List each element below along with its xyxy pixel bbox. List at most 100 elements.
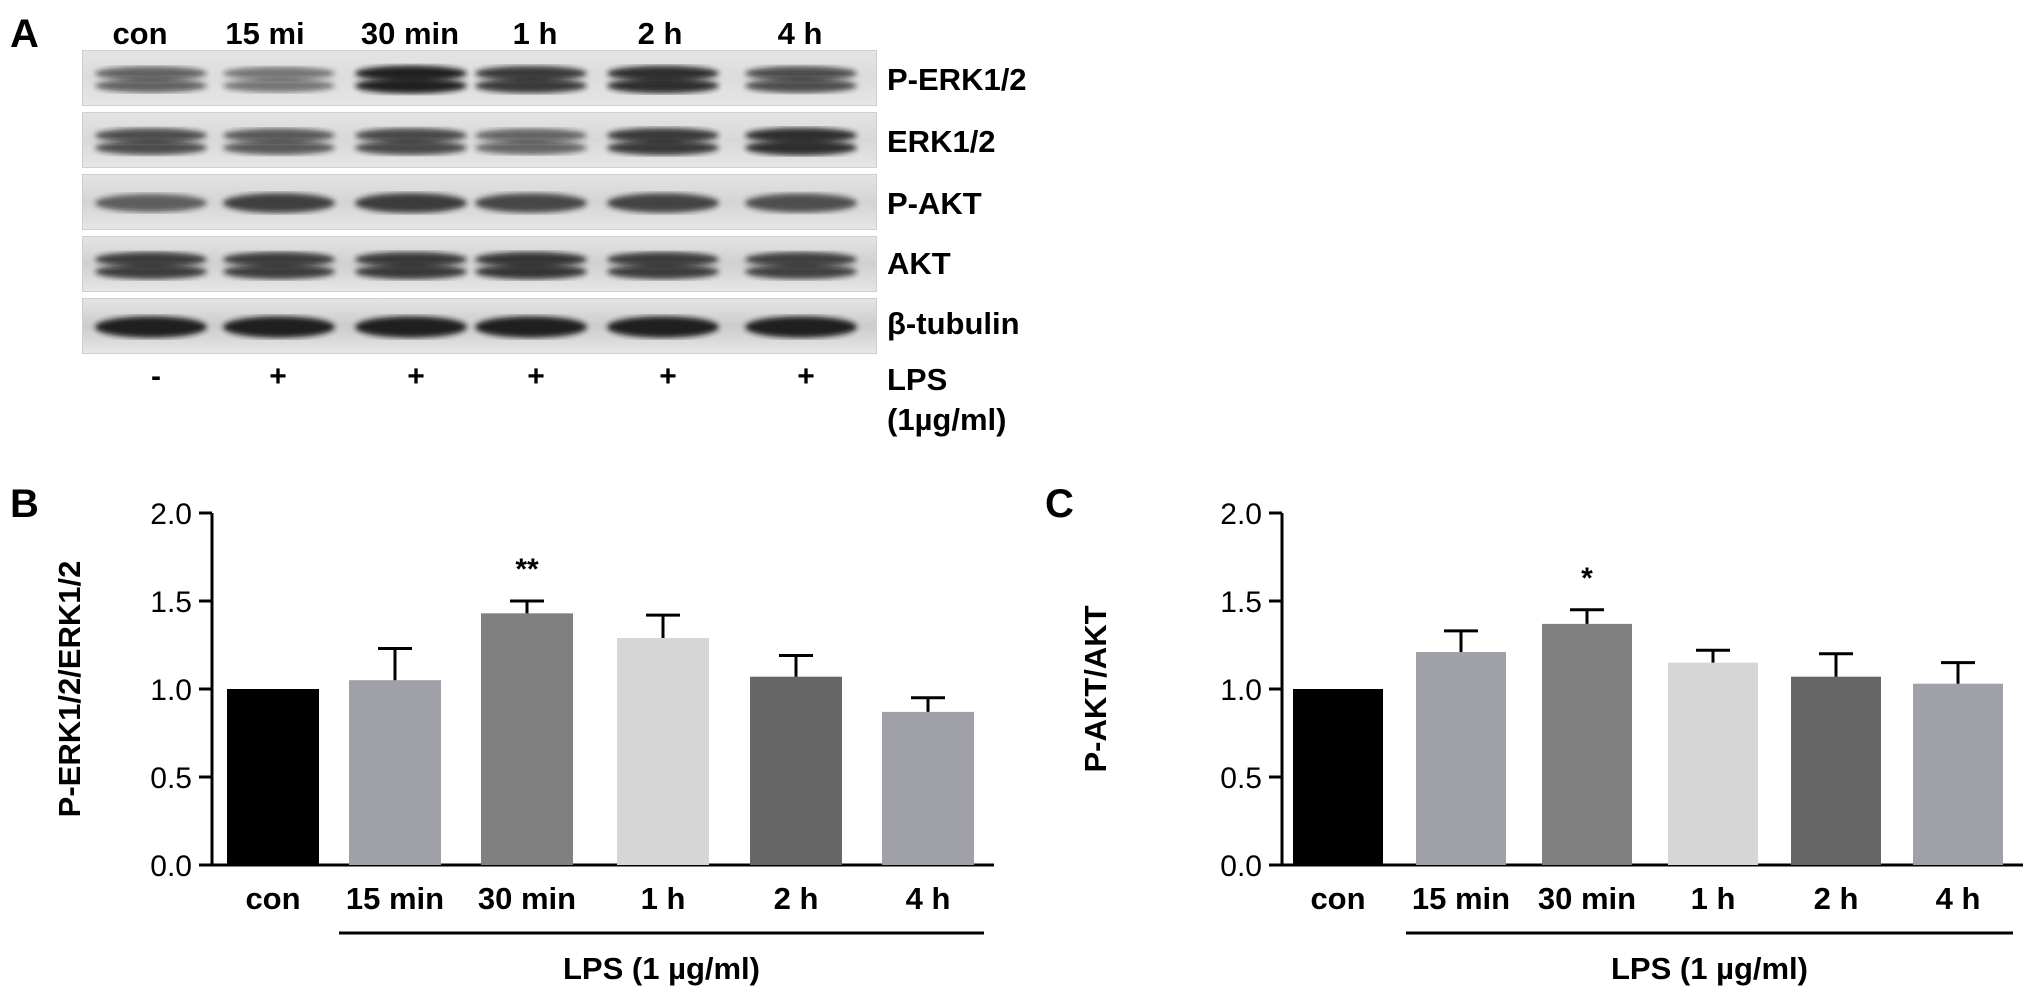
bar — [349, 680, 441, 865]
lps-sign: + — [527, 360, 545, 393]
blot-band — [223, 66, 335, 80]
blot-strip — [82, 174, 877, 230]
lps-sign: + — [659, 360, 677, 393]
bar — [750, 676, 842, 865]
blot-band — [607, 193, 719, 213]
blot-band — [475, 65, 587, 81]
y-tick-label: 0.0 — [150, 850, 192, 883]
blot-label-p-erk: P-ERK1/2 — [887, 62, 1027, 97]
blot-band — [475, 140, 587, 155]
bar — [1913, 683, 2003, 865]
blot-label-p-akt: P-AKT — [887, 186, 982, 221]
blot-band — [95, 252, 207, 267]
x-tick-label: 1 h — [641, 881, 686, 916]
blot-band — [607, 140, 719, 156]
blot-band — [355, 251, 467, 267]
blot-strip — [82, 236, 877, 292]
x-tick-label: 30 min — [478, 881, 576, 916]
blot-band — [95, 193, 207, 213]
blot-band — [607, 252, 719, 267]
blot-bands — [95, 251, 857, 280]
bar — [1542, 623, 1632, 865]
blot-band — [95, 316, 207, 338]
blot-band — [355, 77, 467, 94]
blot-band — [95, 264, 207, 280]
blot-band — [607, 78, 719, 94]
x-tick-label: 15 min — [1412, 881, 1510, 916]
bar — [481, 613, 573, 865]
x-tick-label: 1 h — [1691, 881, 1736, 916]
group-label: LPS (1 µg/ml) — [563, 951, 760, 986]
blot-strip — [82, 112, 877, 168]
x-tick-label: 4 h — [906, 881, 951, 916]
blot-band — [607, 316, 719, 338]
y-tick-label: 2.0 — [1220, 498, 1262, 531]
lane-label-15mi: 15 mi — [225, 16, 305, 51]
blot-band — [95, 128, 207, 143]
blot-band — [475, 251, 587, 267]
blot-band — [223, 264, 335, 280]
y-axis-label: P-ERK1/2/ERK1/2 — [52, 561, 87, 818]
y-tick-label: 1.0 — [1220, 674, 1262, 707]
lane-label-con: con — [112, 16, 168, 51]
bar — [227, 689, 319, 865]
blot-band — [607, 264, 719, 280]
bar-chart-p-akt: 0.0 0.5 1.0 1.5 2.0 P-AKT/AKT con 15 min * 30 min… — [1078, 498, 2023, 986]
blot-band — [95, 66, 207, 81]
blot-band — [355, 193, 467, 213]
blot-band — [475, 264, 587, 280]
y-tick-label: 1.0 — [150, 674, 192, 707]
bar — [1293, 689, 1383, 865]
blot-band — [607, 127, 719, 143]
lps-sign: + — [797, 360, 815, 393]
blot-band — [745, 140, 857, 156]
y-axis-label: P-AKT/AKT — [1078, 605, 1113, 772]
lps-concentration-label: (1µg/ml) — [887, 402, 1007, 437]
blot-band — [355, 65, 467, 82]
panel-c-letter: C — [1045, 482, 1074, 526]
blot-band — [745, 66, 857, 81]
blot-band — [745, 264, 857, 280]
y-tick-label: 2.0 — [150, 498, 192, 531]
blot-label-akt: AKT — [887, 246, 951, 281]
significance-marker: ** — [515, 553, 539, 586]
y-tick-label: 0.0 — [1220, 850, 1262, 883]
blot-bands — [95, 316, 857, 338]
blot-band — [745, 193, 857, 213]
lane-label-2h: 2 h — [637, 16, 683, 51]
lps-sign: - — [151, 360, 161, 393]
bar — [1416, 652, 1506, 865]
blot-band — [607, 65, 719, 82]
blot-band — [355, 264, 467, 280]
x-tick-label: 2 h — [1814, 881, 1859, 916]
lane-label-30min: 30 min — [360, 16, 460, 51]
blot-band — [223, 316, 335, 338]
bar — [1668, 662, 1758, 865]
panel-b-letter: B — [10, 482, 39, 526]
blot-band — [95, 78, 207, 93]
blot-strip — [82, 50, 877, 106]
blot-band — [475, 193, 587, 213]
group-label: LPS (1 µg/ml) — [1611, 951, 1808, 986]
blot-band — [745, 78, 857, 93]
blot-band — [223, 128, 335, 143]
blot-bands — [95, 127, 857, 156]
x-tick-label: 30 min — [1538, 881, 1636, 916]
y-tick-label: 0.5 — [150, 762, 192, 795]
blot-band — [745, 252, 857, 267]
blot-bands — [95, 193, 857, 213]
blot-band — [223, 140, 335, 155]
blot-band — [95, 140, 207, 155]
blot-label-erk: ERK1/2 — [887, 124, 996, 159]
bar-chart-p-erk: 0.0 0.5 1.0 1.5 2.0 P-ERK1/2/ERK1/2 con 15 min *… — [52, 498, 994, 986]
bar — [617, 637, 709, 865]
blot-band — [223, 79, 335, 93]
y-tick-label: 1.5 — [150, 586, 192, 619]
blot-band — [223, 193, 335, 213]
y-tick-label: 1.5 — [1220, 586, 1262, 619]
x-tick-label: con — [1310, 881, 1365, 916]
lps-label: LPS — [887, 362, 948, 397]
blot-band — [745, 127, 857, 144]
blot-band — [745, 316, 857, 338]
lane-label-1h: 1 h — [512, 16, 558, 51]
